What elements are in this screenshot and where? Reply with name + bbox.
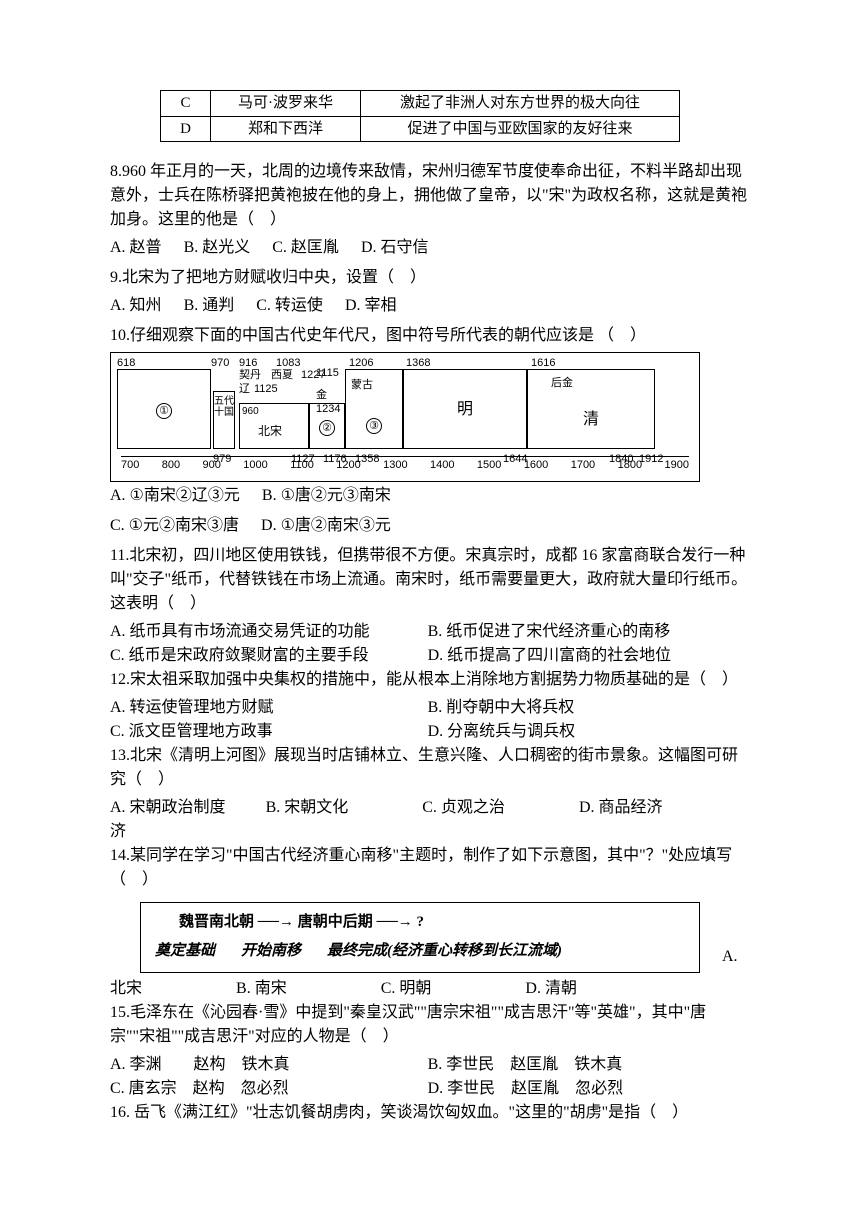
question-14-options: 北宋 B. 南宋 C. 明朝 D. 清朝 — [110, 977, 750, 1001]
tl-region-2: ② — [309, 403, 345, 449]
q15-opt-c: C. 唐玄宗 赵构 忽必烈 — [110, 1077, 424, 1101]
cell-c-label: C — [161, 91, 211, 117]
cell-c-desc: 激起了非洲人对东方世界的极大向往 — [361, 91, 680, 117]
tl-wudai: 五代十国 — [213, 391, 235, 449]
question-12-options: A. 转运使管理地方财赋 B. 削夺朝中大将兵权 C. 派文臣管理地方政事 D.… — [110, 696, 750, 744]
top-partial-table: C 马可·波罗来华 激起了非洲人对东方世界的极大向往 D 郑和下西洋 促进了中国… — [160, 90, 680, 142]
q15-opt-a: A. 李渊 赵构 铁木真 — [110, 1053, 424, 1077]
q11-opt-c: C. 纸币是宋政府敛聚财富的主要手段 — [110, 644, 424, 668]
q9-opt-d: D. 宰相 — [345, 294, 397, 318]
question-10: 10.仔细观察下面的中国古代史年代尺，图中符号所代表的朝代应该是 （ ） — [110, 324, 750, 348]
q14-opt-b: B. 南宋 — [236, 977, 287, 1001]
q13-opt-d: D. 商品经济 — [579, 796, 663, 820]
tl-qing: 清 — [527, 369, 655, 449]
cell-d-desc: 促进了中国与亚欧国家的友好往来 — [361, 116, 680, 142]
q15-opt-d: D. 李世民 赵匡胤 忽必烈 — [428, 1077, 742, 1101]
timeline-diagram: 618 970 916 1083 1115 1206 1368 1616 ① 契… — [110, 352, 700, 482]
q11-opt-a: A. 纸币具有市场流通交易凭证的功能 — [110, 620, 424, 644]
question-13-options: A. 宋朝政治制度 B. 宋朝文化 C. 贞观之治 D. 商品经济 — [110, 796, 750, 820]
q9-opt-a: A. 知州 — [110, 294, 162, 318]
q12-opt-c: C. 派文臣管理地方政事 — [110, 720, 424, 744]
q10-opt-d: D. ①唐②南宋③元 — [261, 514, 391, 538]
question-16: 16. 岳飞《满江红》"壮志饥餐胡虏肉，笑谈渴饮匈奴血。"这里的"胡虏"是指（ … — [110, 1101, 750, 1125]
table-row: C 马可·波罗来华 激起了非洲人对东方世界的极大向往 — [161, 91, 680, 117]
question-14: 14.某同学在学习"中国古代经济重心南移"主题时，制作了如下示意图，其中"？"处… — [110, 844, 750, 892]
q12-opt-a: A. 转运使管理地方财赋 — [110, 696, 424, 720]
q10-opt-a: A. ①南宋②辽③元 — [110, 484, 240, 508]
question-11: 11.北宋初，四川地区使用铁钱，但携带很不方便。宋真宗时，成都 16 家富商联合… — [110, 544, 750, 616]
q14-opt-c: C. 明朝 — [381, 977, 432, 1001]
question-10-options-ab: A. ①南宋②辽③元 B. ①唐②元③南宋 — [110, 484, 750, 508]
south-shift-diagram: 魏晋南北朝 ──→ 唐朝中后期 ──→ ? 奠定基础 开始南移 最终完成(经济重… — [140, 902, 700, 973]
tl-label: 1227 — [301, 367, 325, 384]
tl-ming: 明 — [403, 369, 527, 449]
q9-opt-b: B. 通判 — [184, 294, 235, 318]
question-9-options: A. 知州 B. 通判 C. 转运使 D. 宰相 — [110, 294, 750, 318]
table-row: D 郑和下西洋 促进了中国与亚欧国家的友好往来 — [161, 116, 680, 142]
q11-opt-d: D. 纸币提高了四川富商的社会地位 — [428, 644, 742, 668]
question-9: 9.北宋为了把地方财赋收归中央，设置（ ） — [110, 266, 750, 290]
question-8: 8.960 年正月的一天，北周的边境传来敌情，宋州归德军节度使奉命出征，不料半路… — [110, 160, 750, 232]
tl-beisong: 960 北宋 — [239, 403, 309, 449]
q12-opt-d: D. 分离统兵与调兵权 — [428, 720, 742, 744]
diagram-row2: 奠定基础 开始南移 最终完成(经济重心转移到长江流域) — [155, 940, 685, 963]
question-10-options-cd: C. ①元②南宋③唐 D. ①唐②南宋③元 — [110, 514, 750, 538]
q8-opt-d: D. 石守信 — [361, 236, 429, 260]
q11-opt-b: B. 纸币促进了宋代经济重心的南移 — [428, 620, 742, 644]
question-12: 12.宋太祖采取加强中央集权的措施中，能从根本上消除地方割据势力物质基础的是（ … — [110, 668, 750, 692]
q14-opt-a: 北宋 — [110, 977, 142, 1001]
tl-label: 辽 — [239, 381, 250, 398]
q13-opt-c: C. 贞观之治 — [422, 796, 505, 820]
q15-opt-b: B. 李世民 赵匡胤 铁木真 — [428, 1053, 742, 1077]
q8-opt-a: A. 赵普 — [110, 236, 162, 260]
q12-opt-b: B. 削夺朝中大将兵权 — [428, 696, 742, 720]
q8-opt-b: B. 赵光义 — [184, 236, 251, 260]
q14-opt-a-letter: A. — [722, 945, 738, 969]
cell-c-event: 马可·波罗来华 — [211, 91, 361, 117]
q10-opt-b: B. ①唐②元③南宋 — [262, 484, 391, 508]
q14-opt-d: D. 清朝 — [525, 977, 577, 1001]
q13-opt-a: A. 宋朝政治制度 — [110, 796, 226, 820]
question-8-options: A. 赵普 B. 赵光义 C. 赵匡胤 D. 石守信 — [110, 236, 750, 260]
timeline-axis: 700 800 900 1000 1100 1200 1300 1400 150… — [121, 456, 689, 474]
cell-d-event: 郑和下西洋 — [211, 116, 361, 142]
tl-region-3: ③ — [345, 369, 403, 449]
tl-year: 970 — [211, 355, 229, 372]
q10-opt-c: C. ①元②南宋③唐 — [110, 514, 239, 538]
tl-region-1: ① — [117, 369, 211, 449]
diagram-row1: 魏晋南北朝 ──→ 唐朝中后期 ──→ ? — [179, 911, 685, 934]
q9-opt-c: C. 转运使 — [256, 294, 323, 318]
q8-opt-c: C. 赵匡胤 — [272, 236, 339, 260]
question-15-options: A. 李渊 赵构 铁木真 B. 李世民 赵匡胤 铁木真 C. 唐玄宗 赵构 忽必… — [110, 1053, 750, 1101]
tl-label: 1125 — [254, 381, 278, 398]
cell-d-label: D — [161, 116, 211, 142]
question-15: 15.毛泽东在《沁园春·雪》中提到"秦皇汉武""唐宗宋祖""成吉思汗"等"英雄"… — [110, 1001, 750, 1049]
q13-d-suffix: 济 — [110, 820, 750, 844]
question-11-options: A. 纸币具有市场流通交易凭证的功能 B. 纸币促进了宋代经济重心的南移 C. … — [110, 620, 750, 668]
question-13: 13.北宋《清明上河图》展现当时店铺林立、生意兴隆、人口稠密的街市景象。这幅图可… — [110, 744, 750, 792]
q13-opt-b: B. 宋朝文化 — [266, 796, 349, 820]
